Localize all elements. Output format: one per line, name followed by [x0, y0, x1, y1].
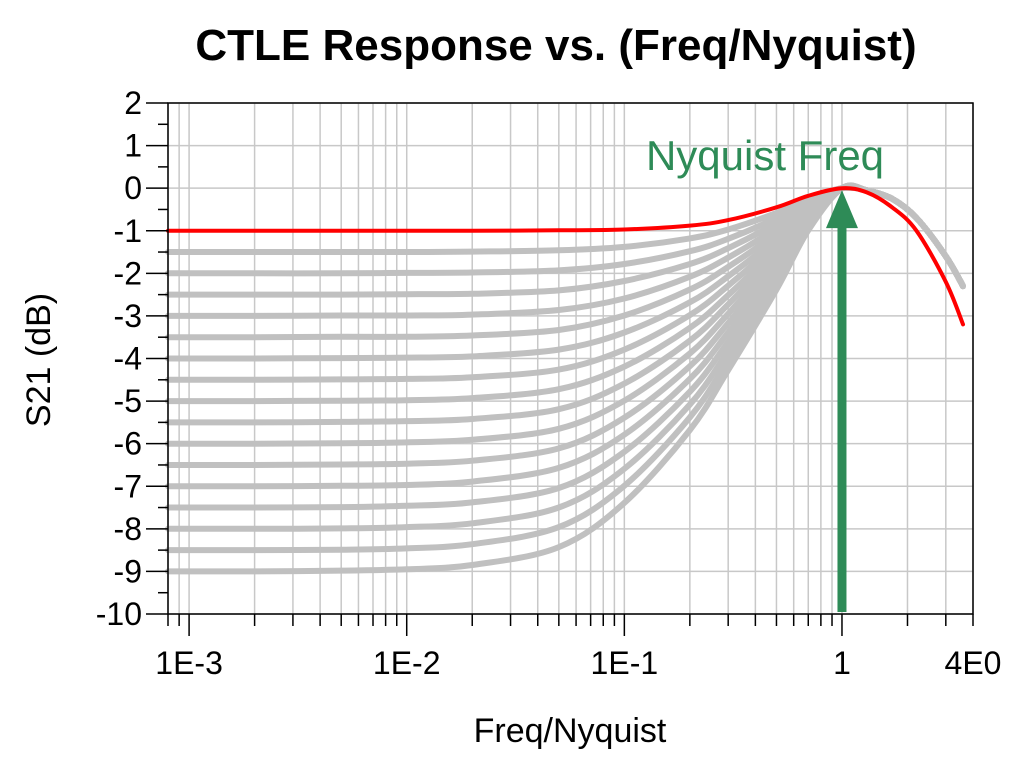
y-tick-label: -7	[114, 468, 142, 504]
y-tick-label: -1	[114, 213, 142, 249]
x-tick-label: 1E-3	[155, 645, 223, 681]
annotation-arrow-head	[825, 190, 858, 229]
y-tick-label: 0	[124, 170, 142, 206]
x-axis-label: Freq/Nyquist	[474, 712, 667, 750]
chart-title: CTLE Response vs. (Freq/Nyquist)	[195, 21, 916, 70]
y-tick-label: -8	[114, 511, 142, 547]
series-line-highlighted	[166, 186, 965, 327]
y-tick-label: -9	[114, 553, 142, 589]
y-tick-label: -10	[96, 596, 142, 632]
x-tick-label: 4E0	[945, 645, 1002, 681]
annotation-label: Nyquist Freq	[646, 132, 884, 179]
y-tick-label: -3	[114, 298, 142, 334]
x-tick-label: 1E-2	[373, 645, 441, 681]
y-tick-label: -4	[114, 341, 142, 377]
y-tick-label: -6	[114, 426, 142, 462]
y-tick-label: 1	[124, 128, 142, 164]
y-tick-label: -5	[114, 383, 142, 419]
series-layer	[165, 182, 966, 575]
x-axis: 1E-3 1E-2 1E-1 1 4E0	[155, 614, 1001, 681]
y-axis-label: S21 (dB)	[20, 293, 58, 427]
annotation-layer: Nyquist Freq	[646, 132, 884, 612]
x-tick-label: 1	[833, 645, 851, 681]
x-tick-label: 1E-1	[591, 645, 659, 681]
series-line	[165, 182, 966, 575]
y-tick-label: 2	[124, 85, 142, 121]
y-axis: 2 1 0 -1 -2 -3 -4 -5 -6 -7 -8 -9 -10	[96, 85, 168, 632]
y-tick-label: -2	[114, 255, 142, 291]
